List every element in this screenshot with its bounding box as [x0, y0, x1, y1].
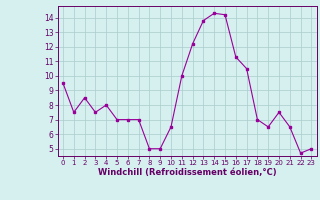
- X-axis label: Windchill (Refroidissement éolien,°C): Windchill (Refroidissement éolien,°C): [98, 168, 276, 177]
